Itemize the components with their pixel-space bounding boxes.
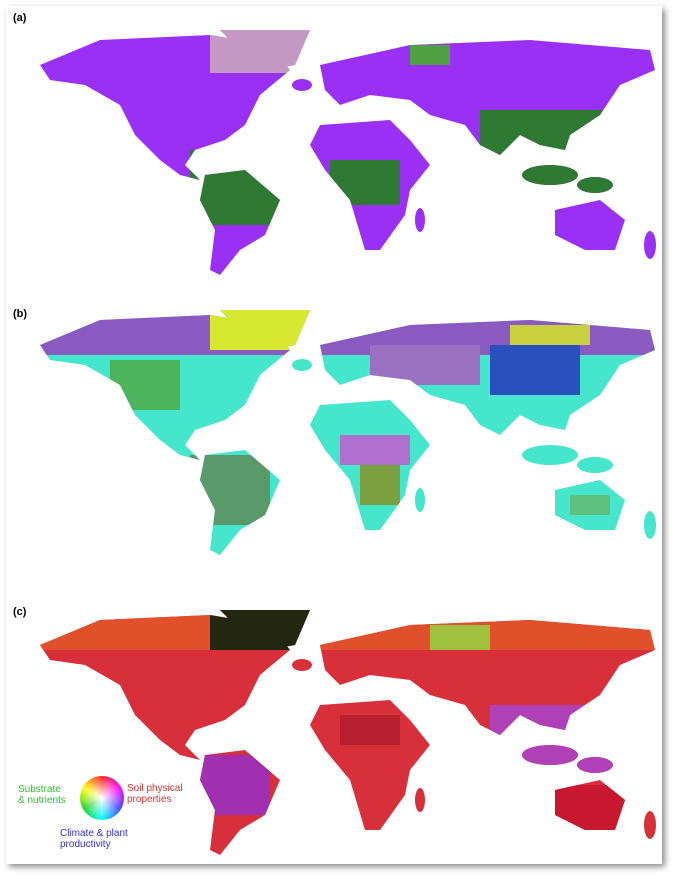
legend-climate: Climate & plant productivity (60, 828, 128, 850)
legend-text: productivity (60, 839, 111, 850)
panel-label: (c) (13, 606, 27, 618)
map-a (40, 30, 656, 275)
legend-soil: Soil physical properties (127, 783, 183, 805)
panel-label: (a) (13, 12, 27, 24)
legend-text: & nutrients (18, 795, 66, 806)
legend-text: Climate & plant (60, 828, 128, 839)
legend-text: Soil physical (127, 783, 183, 794)
legend-text: Substrate (18, 784, 61, 795)
map-c (40, 610, 656, 855)
legend-text: properties (127, 794, 172, 805)
legend-substrate: Substrate & nutrients (18, 784, 66, 806)
map-b (40, 310, 656, 555)
color-wheel (80, 776, 124, 820)
panel-label: (b) (13, 308, 28, 320)
